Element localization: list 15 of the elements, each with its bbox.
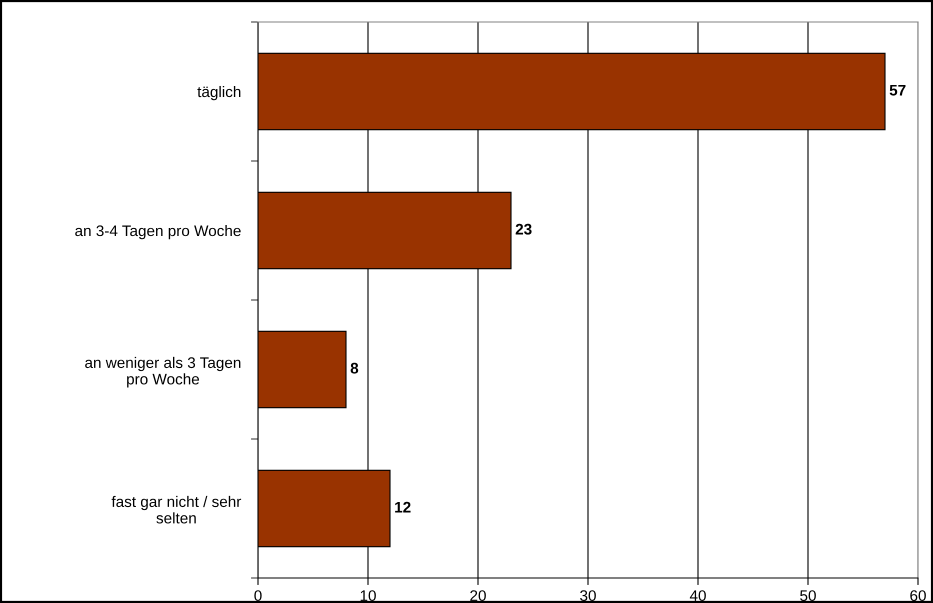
data-label: 23: [516, 224, 532, 235]
data-label: 8: [350, 362, 358, 374]
y-tick-label: fast gar nicht / sehr selten: [112, 496, 242, 524]
x-tick-label: 10: [360, 590, 376, 602]
y-tick-label: täglich: [197, 86, 240, 100]
x-tick-label: 50: [800, 590, 816, 602]
x-tick-label: 60: [910, 590, 926, 602]
x-tick-label: 30: [580, 590, 596, 602]
x-tick-label: 40: [690, 590, 706, 602]
data-label: 57: [890, 84, 906, 96]
data-label: 12: [395, 502, 411, 512]
x-tick-label: 20: [470, 590, 486, 602]
x-tick-label: 0: [254, 590, 262, 602]
y-tick-label: an weniger als 3 Tagen pro Woche: [85, 356, 240, 388]
y-tick-label: an 3-4 Tagen pro Woche: [75, 224, 241, 240]
